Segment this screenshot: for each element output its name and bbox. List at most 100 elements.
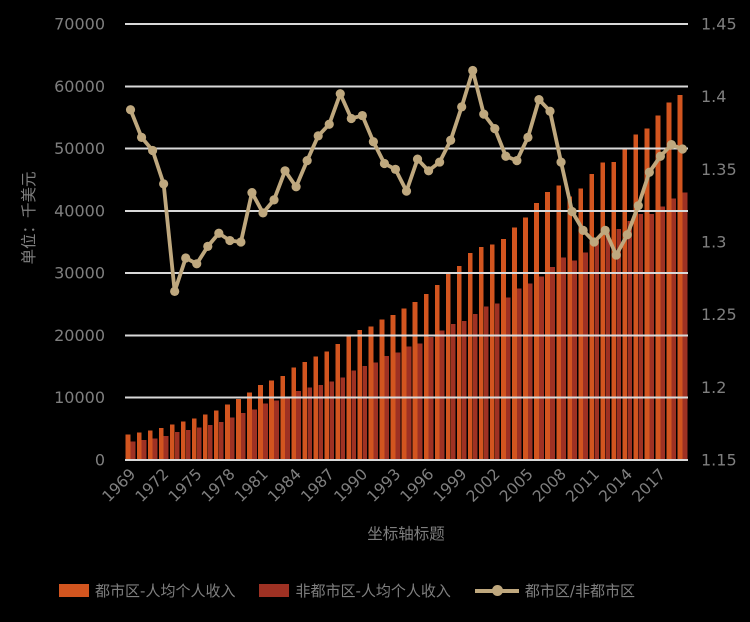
bar-metro-income bbox=[622, 147, 628, 460]
bar-metro-income bbox=[302, 361, 308, 460]
y-left-tick-label: 50000 bbox=[54, 139, 105, 158]
bar-nonmetro-income bbox=[649, 213, 655, 460]
bar-metro-income bbox=[501, 239, 506, 460]
bar-nonmetro-income bbox=[605, 232, 611, 460]
ratio-line-marker bbox=[490, 124, 500, 134]
bar-nonmetro-income bbox=[516, 288, 522, 460]
ratio-line-marker bbox=[423, 166, 434, 176]
ratio-line-marker bbox=[225, 235, 235, 246]
x-tick-label: 2017 bbox=[629, 465, 670, 506]
bar-metro-income bbox=[556, 185, 561, 460]
ratio-line-marker bbox=[269, 195, 279, 205]
bar-metro-income bbox=[191, 418, 197, 460]
ratio-line-marker bbox=[468, 65, 478, 76]
x-tick-label: 1978 bbox=[198, 465, 239, 506]
bar-nonmetro-income bbox=[384, 356, 390, 460]
bar-nonmetro-income bbox=[340, 377, 346, 460]
y-left-tick-label: 20000 bbox=[54, 326, 105, 345]
ratio-line-marker bbox=[435, 157, 445, 167]
ratio-line-marker bbox=[203, 241, 213, 251]
bar-metro-income bbox=[644, 128, 650, 460]
ratio-line-marker bbox=[379, 158, 390, 169]
bar-nonmetro-income bbox=[174, 432, 180, 460]
ratio-line-marker bbox=[258, 208, 268, 218]
x-tick-label: 1984 bbox=[264, 465, 305, 506]
bar-metro-income bbox=[368, 326, 374, 460]
bar-metro-income bbox=[633, 134, 639, 460]
bar-nonmetro-income bbox=[638, 214, 644, 460]
bar-nonmetro-income bbox=[373, 362, 379, 460]
y-right-tick-label: 1.3 bbox=[701, 233, 726, 252]
bar-metro-income bbox=[611, 161, 617, 461]
bar-nonmetro-income bbox=[207, 424, 213, 460]
bar-nonmetro-income bbox=[318, 384, 323, 460]
bar-metro-income bbox=[567, 196, 572, 461]
bar-nonmetro-income bbox=[395, 352, 401, 460]
bar-metro-income bbox=[357, 329, 363, 460]
bar-metro-income bbox=[589, 173, 595, 460]
ratio-line-marker bbox=[523, 132, 533, 142]
bar-metro-income bbox=[269, 380, 274, 460]
ratio-line-marker bbox=[534, 94, 544, 105]
ratio-line-marker bbox=[181, 253, 191, 263]
bar-nonmetro-income bbox=[229, 417, 235, 460]
ratio-line-marker bbox=[677, 144, 688, 154]
bar-metro-income bbox=[545, 191, 550, 460]
ratio-line-marker bbox=[390, 164, 401, 174]
ratio-line-marker bbox=[236, 237, 246, 247]
legend-item-metro-income: 都市区-人均个人收入 bbox=[59, 580, 235, 601]
y-right-tick-label: 1.4 bbox=[701, 87, 726, 106]
bar-metro-income bbox=[534, 203, 539, 460]
bar-nonmetro-income bbox=[152, 438, 158, 460]
bar-metro-income bbox=[291, 367, 297, 460]
bar-nonmetro-income bbox=[505, 297, 511, 460]
ratio-line-marker bbox=[125, 105, 136, 115]
ratio-line-marker bbox=[401, 186, 412, 196]
ratio-line-marker bbox=[192, 259, 202, 269]
bar-nonmetro-income bbox=[494, 303, 500, 460]
ratio-line-marker bbox=[280, 166, 290, 176]
x-tick-label: 1975 bbox=[165, 465, 206, 506]
y-left-tick-label: 0 bbox=[95, 451, 105, 470]
ratio-line-marker bbox=[214, 228, 224, 238]
bar-metro-income bbox=[247, 392, 252, 460]
ratio-line-marker bbox=[633, 201, 643, 211]
ratio-line-marker bbox=[457, 102, 467, 112]
y-right-tick-label: 1.25 bbox=[701, 305, 737, 324]
bar-metro-income bbox=[490, 244, 495, 460]
x-axis-title: 坐标轴标题 bbox=[367, 525, 445, 543]
y-left-tick-label: 30000 bbox=[54, 264, 105, 283]
ratio-line-marker bbox=[159, 179, 169, 189]
bar-metro-income bbox=[158, 428, 164, 460]
x-tick-label: 2011 bbox=[562, 465, 603, 506]
ratio-line-marker bbox=[501, 151, 511, 161]
ratio-line-marker bbox=[545, 106, 555, 116]
bar-metro-income bbox=[379, 319, 385, 460]
ratio-line-marker bbox=[170, 286, 180, 297]
x-tick-label: 1996 bbox=[397, 465, 438, 506]
y-right-tick-label: 1.35 bbox=[701, 160, 737, 179]
bar-nonmetro-income bbox=[583, 252, 588, 460]
bar-metro-income bbox=[512, 227, 517, 460]
legend-label: 都市区-人均个人收入 bbox=[95, 582, 236, 600]
ratio-line-marker bbox=[600, 225, 610, 235]
bar-nonmetro-income bbox=[528, 283, 533, 460]
bar-nonmetro-income bbox=[285, 397, 290, 460]
bar-nonmetro-income bbox=[141, 440, 147, 460]
bar-metro-income bbox=[258, 385, 263, 460]
bar-metro-income bbox=[523, 217, 528, 460]
ratio-line-marker bbox=[136, 132, 147, 142]
x-tick-label: 1987 bbox=[297, 465, 338, 506]
bar-nonmetro-income bbox=[406, 346, 412, 460]
bar-nonmetro-income bbox=[472, 313, 478, 460]
bar-metro-income bbox=[478, 246, 484, 460]
legend-item-ratio: 都市区/非都市区 bbox=[474, 580, 635, 601]
bar-metro-income bbox=[445, 273, 451, 460]
bar-metro-income bbox=[666, 102, 672, 460]
ratio-line-swatch bbox=[474, 584, 519, 597]
ratio-line-marker bbox=[611, 250, 621, 260]
x-tick-label: 1999 bbox=[430, 465, 471, 506]
bar-metro-income bbox=[401, 308, 407, 460]
x-tick-label: 1993 bbox=[364, 465, 405, 506]
bar-metro-income bbox=[467, 252, 473, 460]
